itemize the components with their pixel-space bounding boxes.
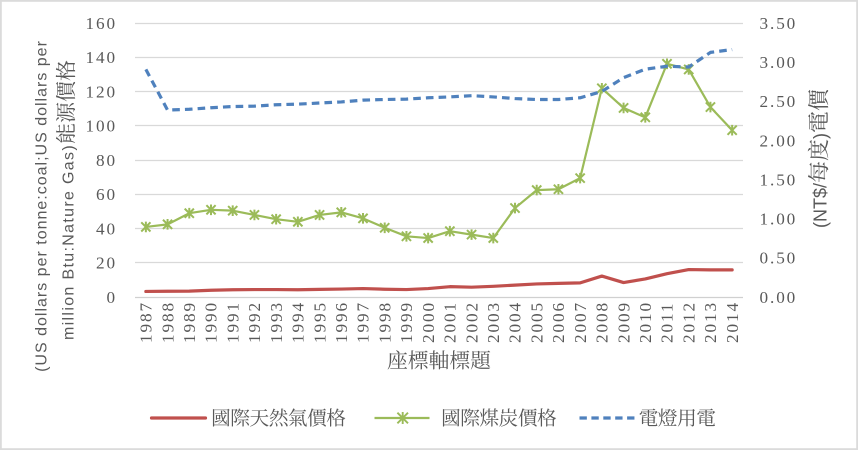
svg-text:60: 60 xyxy=(96,185,117,204)
svg-text:1992: 1992 xyxy=(245,301,264,343)
svg-text:1995: 1995 xyxy=(310,301,329,343)
svg-text:1.00: 1.00 xyxy=(760,210,798,229)
svg-text:100: 100 xyxy=(86,117,117,136)
svg-text:2000: 2000 xyxy=(419,301,438,343)
svg-text:0.00: 0.00 xyxy=(760,288,798,307)
svg-text:3.00: 3.00 xyxy=(760,53,798,72)
svg-text:2009: 2009 xyxy=(614,301,633,343)
svg-text:2004: 2004 xyxy=(506,301,525,343)
svg-text:2012: 2012 xyxy=(679,301,698,343)
svg-text:2010: 2010 xyxy=(636,301,655,343)
svg-text:): ) xyxy=(811,133,831,139)
svg-text:1987: 1987 xyxy=(137,301,156,343)
svg-text:140: 140 xyxy=(86,48,117,67)
svg-text:1999: 1999 xyxy=(397,301,416,343)
svg-text:40: 40 xyxy=(96,219,117,238)
svg-text:80: 80 xyxy=(96,151,117,170)
svg-text:2014: 2014 xyxy=(723,301,742,343)
svg-text:1993: 1993 xyxy=(267,301,286,343)
svg-text:1998: 1998 xyxy=(375,301,394,343)
svg-text:2008: 2008 xyxy=(593,301,612,343)
svg-text:160: 160 xyxy=(86,14,117,33)
svg-text:1990: 1990 xyxy=(202,301,221,343)
svg-text:1991: 1991 xyxy=(223,301,242,343)
svg-text:(NT$/: (NT$/ xyxy=(811,183,831,228)
svg-text:2006: 2006 xyxy=(549,301,568,343)
svg-text:2003: 2003 xyxy=(484,301,503,343)
svg-text:2007: 2007 xyxy=(571,301,590,343)
svg-text:1989: 1989 xyxy=(180,301,199,343)
svg-text:2.00: 2.00 xyxy=(760,131,798,150)
svg-text:1996: 1996 xyxy=(332,301,351,343)
svg-text:2005: 2005 xyxy=(527,301,546,343)
svg-text:1.50: 1.50 xyxy=(760,170,798,189)
svg-text:2013: 2013 xyxy=(701,301,720,343)
svg-text:0.50: 0.50 xyxy=(760,249,798,268)
svg-text:2.50: 2.50 xyxy=(760,92,798,111)
svg-text:1997: 1997 xyxy=(354,301,373,343)
svg-text:million Btu:Nature Gas): million Btu:Nature Gas) xyxy=(61,144,78,340)
svg-text:2011: 2011 xyxy=(658,302,677,343)
svg-text:1994: 1994 xyxy=(289,301,308,343)
svg-text:20: 20 xyxy=(96,254,117,273)
svg-text:2002: 2002 xyxy=(462,301,481,343)
svg-text:3.50: 3.50 xyxy=(760,14,798,33)
svg-text:2001: 2001 xyxy=(441,301,460,343)
svg-text:120: 120 xyxy=(86,82,117,101)
svg-text:1988: 1988 xyxy=(158,301,177,343)
svg-text:(US dollars per tonne:coal;US: (US dollars per tonne:coal;US dollars pe… xyxy=(34,40,51,372)
svg-text:0: 0 xyxy=(107,288,118,307)
